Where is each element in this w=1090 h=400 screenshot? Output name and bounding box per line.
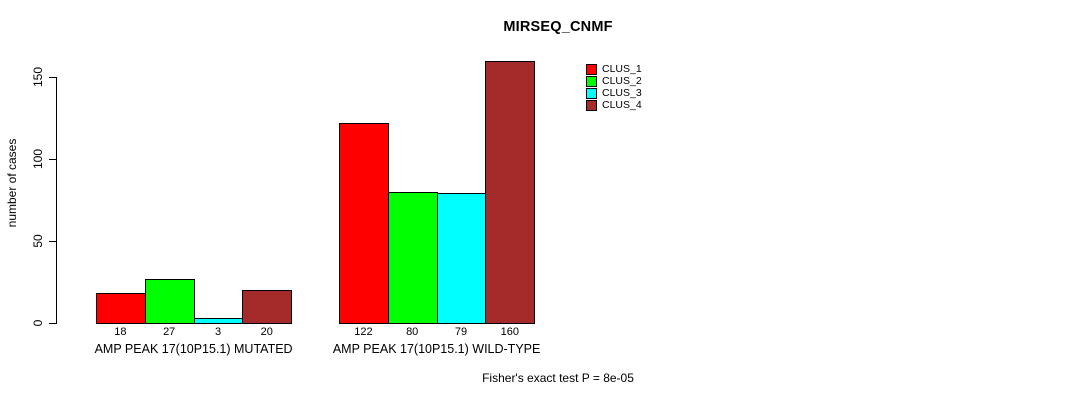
bar-clus_1-group1 [96, 293, 146, 324]
y-axis-tick-label: 150 [31, 66, 45, 88]
legend-label: CLUS_4 [602, 99, 642, 111]
bar-value-label: 79 [454, 326, 468, 338]
bar-value-label: 3 [214, 326, 222, 338]
y-axis-tick [49, 241, 56, 242]
legend-item: CLUS_2 [586, 75, 642, 87]
legend-swatch-clus_1 [586, 63, 597, 75]
bar-value-label: 20 [260, 326, 273, 338]
legend-label: CLUS_2 [602, 75, 642, 87]
bar-clus_2-group1 [144, 278, 195, 324]
legend-swatch-clus_4 [586, 99, 597, 111]
legend-item: CLUS_3 [586, 87, 642, 99]
bar-clus_3-group1 [193, 318, 244, 324]
legend-item: CLUS_4 [586, 99, 642, 111]
x-group-label: AMP PEAK 17(10P15.1) MUTATED [94, 342, 293, 356]
bar-clus_4-group1 [242, 290, 293, 324]
legend-swatch-clus_2 [586, 75, 597, 87]
y-axis-tick [49, 323, 56, 324]
footer-pvalue: Fisher's exact test P = 8e-05 [482, 371, 634, 385]
bar-clus_1-group2 [339, 122, 389, 324]
bar-value-label: 80 [406, 326, 419, 338]
legend: CLUS_1 CLUS_2 CLUS_3 CLUS_4 [586, 63, 642, 111]
bar-value-label: 18 [114, 326, 127, 338]
x-group-label: AMP PEAK 17(10P15.1) WILD-TYPE [332, 342, 541, 356]
legend-swatch-clus_3 [586, 87, 597, 99]
y-axis-tick [49, 77, 56, 78]
bar-value-label: 122 [354, 326, 373, 338]
y-axis-tick-label: 50 [31, 234, 45, 248]
bar-value-label: 27 [163, 326, 176, 338]
bar-clus_2-group2 [387, 191, 438, 324]
bar-clus_3-group2 [436, 193, 487, 324]
bar-value-label: 160 [500, 326, 519, 338]
y-axis-tick-label: 0 [31, 319, 45, 327]
y-axis-tick [49, 159, 56, 160]
chart-title: MIRSEQ_CNMF [503, 19, 613, 35]
legend-label: CLUS_3 [602, 87, 642, 99]
y-axis-line [56, 77, 57, 324]
y-axis-tick-label: 100 [31, 148, 45, 170]
legend-item: CLUS_1 [586, 63, 642, 75]
legend-label: CLUS_1 [602, 63, 642, 75]
bar-clus_4-group2 [485, 60, 536, 324]
